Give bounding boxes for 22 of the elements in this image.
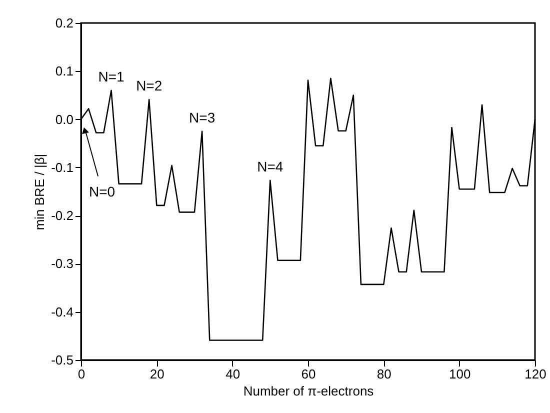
y-tick-label: 0.0: [55, 112, 74, 127]
y-tick-label: -0.4: [51, 304, 74, 320]
x-tick-label: 100: [448, 366, 471, 382]
y-tick-label: -0.3: [51, 256, 74, 272]
y-tick-label: -0.2: [51, 208, 74, 224]
annotation: N=2: [136, 78, 162, 94]
y-axis-title: min BRE / |β|: [32, 154, 48, 230]
annotation: N=1: [98, 68, 125, 84]
annotation: N=4: [257, 158, 284, 174]
annotation: N=0: [88, 183, 116, 200]
x-tick-label: 60: [301, 366, 316, 382]
x-axis-title: Number of π-electrons: [243, 384, 374, 398]
y-tick-label: -0.1: [51, 160, 74, 175]
x-tick-label: 0: [78, 366, 86, 382]
annotation: N=3: [189, 109, 216, 126]
x-tick-label: 40: [226, 366, 240, 382]
y-tick-label: 0.2: [55, 16, 74, 30]
x-tick-label: 120: [524, 366, 546, 382]
y-tick-label: -0.5: [51, 352, 74, 368]
x-tick-label: 20: [150, 366, 164, 382]
x-tick-label: 80: [376, 366, 392, 382]
y-tick-label: 0.1: [55, 64, 74, 79]
